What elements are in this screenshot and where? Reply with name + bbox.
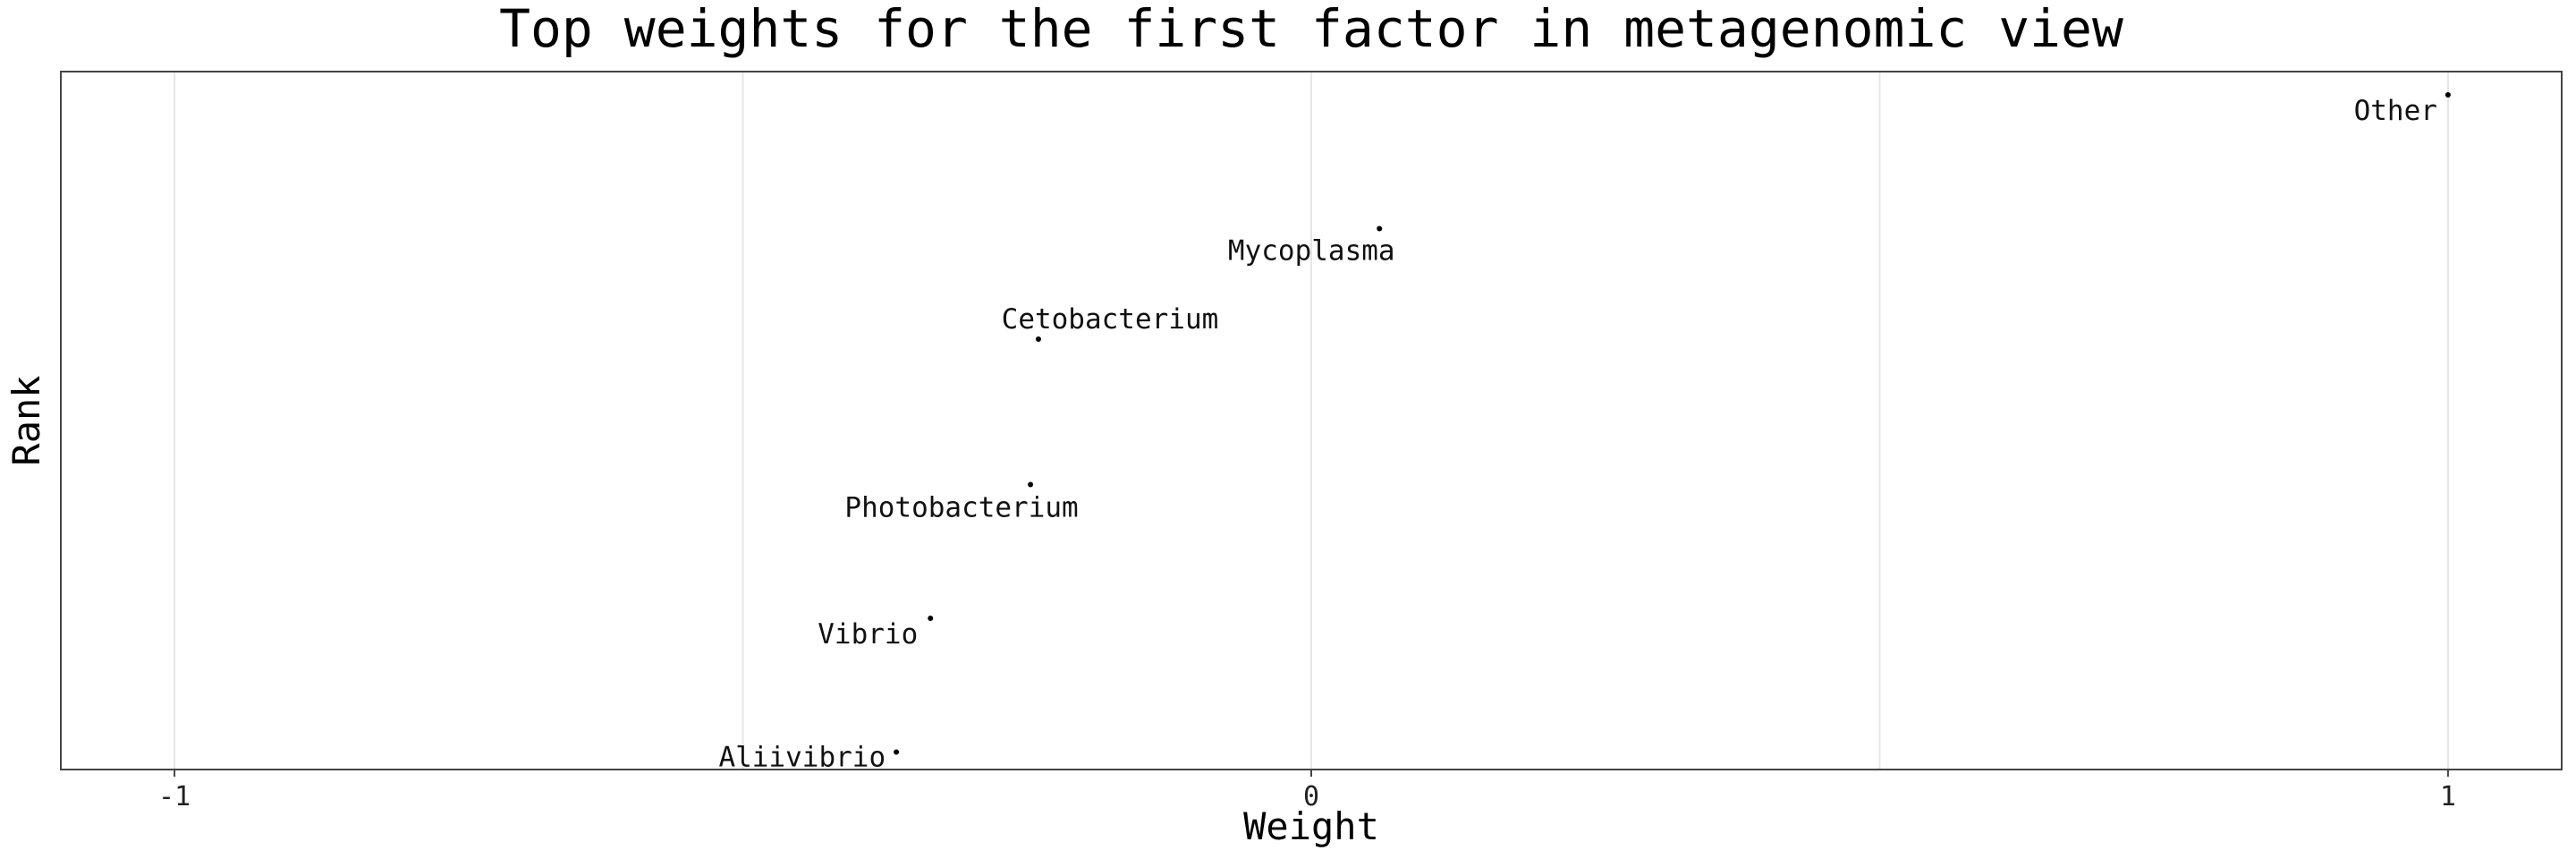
data-point xyxy=(894,749,900,755)
data-point xyxy=(2445,92,2451,98)
x-axis-ticks: -1 0 1 xyxy=(158,770,2456,812)
y-axis-title: Rank xyxy=(4,375,48,465)
chart-title: Top weights for the first factor in meta… xyxy=(499,0,2123,59)
x-tick-label: 1 xyxy=(2440,781,2456,812)
point-label: Vibrio xyxy=(818,618,918,651)
data-point xyxy=(1377,225,1383,232)
x-tick-label: 0 xyxy=(1303,781,1319,812)
point-labels: Other Mycoplasma Cetobacterium Photobacteri… xyxy=(718,95,2436,774)
data-point xyxy=(1028,481,1034,488)
data-point xyxy=(1035,336,1041,342)
data-point xyxy=(928,616,934,621)
point-label: Mycoplasma xyxy=(1228,235,1395,268)
point-label: Cetobacterium xyxy=(1002,303,1219,336)
point-label: Aliivibrio xyxy=(718,742,886,774)
x-axis-title: Weight xyxy=(1243,804,1379,848)
point-label: Other xyxy=(2354,95,2437,127)
data-points xyxy=(894,92,2451,755)
point-label: Photobacterium xyxy=(844,492,1078,524)
x-tick-label: -1 xyxy=(158,781,191,812)
grid-lines xyxy=(174,72,2449,770)
